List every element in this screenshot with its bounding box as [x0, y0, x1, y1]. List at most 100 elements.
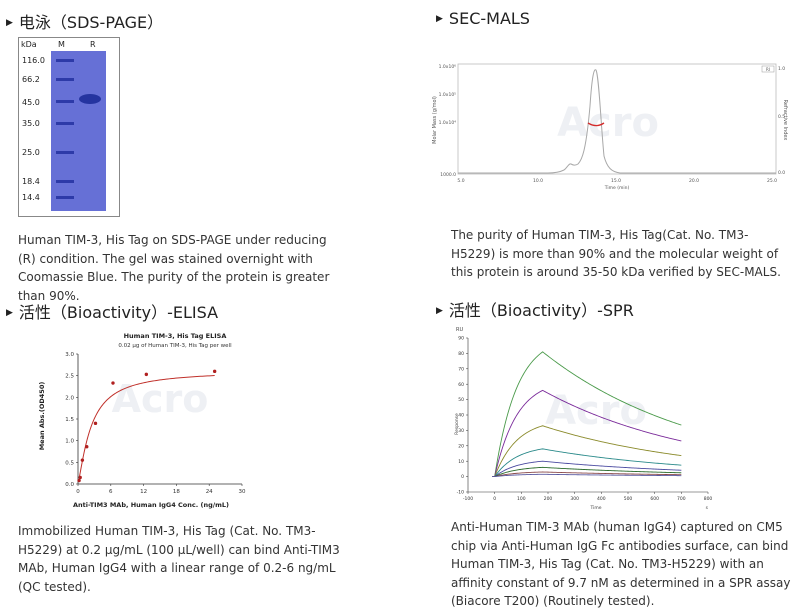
spr-response-curve [492, 425, 682, 478]
sec-ytick: 1000.0 [440, 172, 456, 178]
triangle-bullet-icon: ▶ [436, 306, 443, 316]
elisa-xlabel: Anti-TIM3 MAb, Human IgG4 Conc. (ng/mL) [73, 501, 229, 509]
section-title-elisa: ▶ 活性（Bioactivity）-ELISA [6, 303, 219, 322]
spr-ytick-label: 30 [458, 428, 464, 434]
spr-xtick-label: 300 [570, 496, 579, 502]
elisa-ylabel: Mean Abs.(OD450) [38, 382, 46, 451]
elisa-data-point [85, 445, 89, 449]
sec-y2tick: 0.5 [778, 114, 785, 120]
elisa-data-point [78, 475, 82, 480]
elisa-data-point [93, 421, 98, 426]
marker-label-45: 45.0 [22, 98, 40, 107]
sec-xtick: 25.0 [767, 178, 777, 184]
spr-xtick-label: 800 [704, 496, 713, 502]
spr-x-unit: s [706, 506, 709, 511]
sec-ytick: 1.0x10⁴ [439, 120, 457, 126]
spr-ytick-label: 80 [458, 351, 464, 357]
spr-response-curve [492, 351, 682, 478]
spr-response-curve [492, 471, 682, 478]
spr-ytick-label: 60 [458, 382, 464, 388]
sec-molar-mass-trace [587, 122, 605, 127]
spr-caption: Anti-Human TIM-3 MAb (human IgG4) captur… [451, 520, 791, 608]
elisa-fit-curve [78, 375, 215, 479]
gel-lane-label-m: M [58, 40, 65, 49]
elisa-title: Human TIM-3, His Tag ELISA [124, 332, 227, 340]
marker-label-35: 35.0 [22, 119, 40, 128]
marker-label-25: 25.0 [22, 148, 40, 157]
elisa-xtick-label: 12 [140, 489, 147, 495]
elisa-subtitle: 0.02 μg of Human TIM-3, His Tag per well [118, 343, 232, 349]
sec-ytick: 1.0x10⁵ [439, 92, 457, 98]
spr-response-curve [492, 473, 682, 478]
spr-ylabel: Response [454, 413, 460, 435]
gel-lane-area [51, 51, 106, 211]
elisa-chart: Acro Human TIM-3, His Tag ELISA 0.02 μg … [38, 332, 246, 509]
elisa-ytick-label: 3.0 [65, 352, 74, 358]
triangle-bullet-icon: ▶ [6, 18, 13, 28]
spr-response-curve [492, 389, 682, 478]
gel-sample-band [79, 94, 101, 104]
spr-sensorgram: Acro RU Response Time s 90 80 70 60 50 40 30 20… [454, 327, 713, 511]
sec-y2label: Refractive Index [782, 100, 788, 141]
elisa-xtick-label: 24 [206, 489, 213, 495]
gel-marker-bands [56, 59, 74, 199]
spr-xtick-label: 400 [597, 496, 606, 502]
spr-xtick-label: 0 [493, 496, 496, 502]
triangle-bullet-icon: ▶ [436, 14, 443, 24]
gel-marker-labels: 116.0 66.2 45.0 35.0 25.0 18.4 14.4 [22, 56, 45, 202]
elisa-ytick-label: 2.0 [65, 395, 74, 401]
spr-xtick-label: 700 [677, 496, 686, 502]
elisa-data-point [111, 381, 115, 385]
sec-y2tick: 1.0 [778, 66, 785, 72]
watermark-text: Acro [557, 100, 659, 146]
spr-ytick-label: 90 [458, 336, 464, 342]
spr-curves [492, 351, 682, 478]
spr-ytick-label: -10 [457, 490, 464, 496]
spr-ytick-label: 10 [458, 459, 464, 465]
spr-ytick-label: 0 [461, 474, 464, 480]
marker-label-18: 18.4 [22, 177, 40, 186]
section-title-sds-page: ▶ 电泳（SDS-PAGE） [6, 13, 164, 32]
elisa-ytick-label: 1.0 [65, 439, 74, 445]
elisa-marks [77, 369, 217, 483]
triangle-bullet-icon: ▶ [6, 308, 13, 318]
spr-ytick-label: 20 [458, 443, 464, 449]
elisa-ytick-label: 1.5 [65, 417, 74, 423]
elisa-xtick-label: 30 [239, 489, 246, 495]
elisa-ytick-label: 2.5 [65, 374, 74, 380]
spr-xtick-label: 600 [650, 496, 659, 502]
spr-response-curve [492, 448, 682, 478]
gel-unit-label: kDa [21, 40, 37, 49]
sec-legend-label: RI [766, 67, 770, 72]
marker-label-116: 116.0 [22, 56, 45, 65]
elisa-data-point [80, 458, 85, 462]
sec-xlabel: Time (min) [604, 185, 630, 191]
spr-xlabel: Time [589, 505, 601, 511]
gel-lane-label-r: R [90, 40, 96, 49]
elisa-xtick-label: 0 [76, 489, 80, 495]
sec-legend-box [761, 65, 775, 73]
elisa-xtick-label: 18 [173, 489, 180, 495]
spr-ytick-label: 50 [458, 397, 464, 403]
marker-label-14: 14.4 [22, 193, 40, 202]
spr-ytick-label: 40 [458, 413, 464, 419]
spr-response-curve [492, 466, 682, 478]
spr-xtick-label: 100 [517, 496, 526, 502]
spr-xtick-label: 500 [624, 496, 633, 502]
elisa-data-point [144, 372, 149, 377]
elisa-data-point [212, 369, 217, 374]
sec-mals-plot: Acro Molar Mass (g/mol) Refractive Index… [432, 63, 788, 191]
spr-unit-label: RU [456, 327, 463, 333]
elisa-caption: Immobilized Human TIM-3, His Tag (Cat. N… [18, 524, 340, 594]
sec-y2tick: 0.0 [778, 170, 785, 176]
elisa-xtick-label: 6 [109, 489, 113, 495]
sec-ylabel: Molar Mass (g/mol) [432, 96, 438, 144]
elisa-ytick-label: 0.0 [65, 482, 74, 488]
marker-label-66: 66.2 [22, 75, 40, 84]
section-title-spr: ▶ 活性（Bioactivity）-SPR [436, 301, 634, 320]
watermark-text: Acro [545, 388, 647, 434]
sds-page-gel-image: kDa M R 116.0 66.2 45.0 35.0 25.0 18.4 1… [18, 37, 120, 217]
sec-ri-trace [458, 69, 776, 174]
section-title-sec-mals: ▶ SEC-MALS [436, 9, 530, 28]
spr-xtick-label: -100 [463, 496, 473, 502]
